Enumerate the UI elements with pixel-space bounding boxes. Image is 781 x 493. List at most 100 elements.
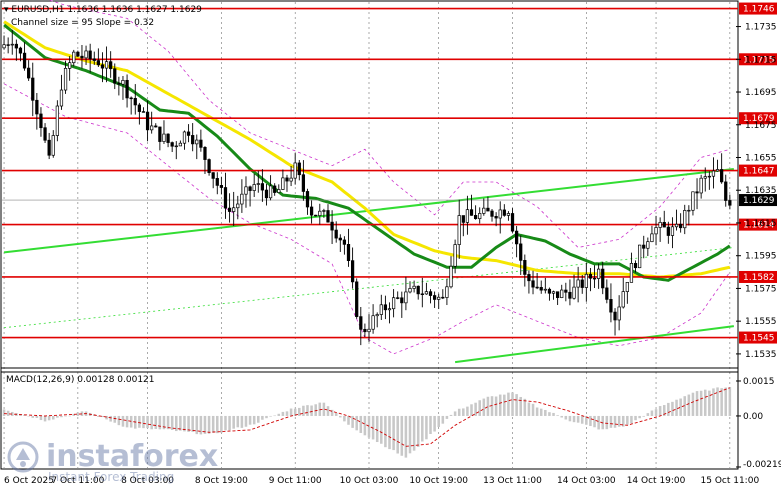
candle-body-down bbox=[305, 191, 310, 208]
macd-histogram-bar bbox=[630, 415, 633, 424]
macd-histogram-bar bbox=[572, 415, 576, 423]
candle-body-up bbox=[699, 177, 703, 194]
macd-histogram-bar bbox=[658, 406, 662, 416]
candle-body-down bbox=[301, 174, 306, 192]
candle-body-up bbox=[424, 291, 429, 295]
candle-body-down bbox=[642, 244, 646, 249]
candle-body-up bbox=[322, 210, 326, 212]
macd-histogram-bar bbox=[125, 415, 129, 428]
macd-histogram-bar bbox=[585, 415, 588, 425]
candle bbox=[191, 123, 195, 152]
candle-body-up bbox=[232, 207, 236, 212]
macd-histogram-bar bbox=[519, 396, 522, 416]
candle bbox=[232, 191, 236, 227]
candle-body-up bbox=[72, 51, 76, 64]
macd-histogram-bar bbox=[404, 415, 408, 458]
candle bbox=[256, 170, 260, 193]
candle bbox=[174, 141, 178, 160]
candle-body-up bbox=[638, 244, 642, 269]
candle-body-down bbox=[14, 43, 18, 49]
candle-body-up bbox=[478, 213, 482, 220]
candle bbox=[63, 60, 68, 94]
candle-body-down bbox=[633, 263, 638, 269]
candle bbox=[609, 283, 613, 323]
candle-body-down bbox=[158, 126, 162, 142]
price-tick-label: 1.1575 bbox=[745, 284, 777, 294]
candle bbox=[498, 201, 502, 234]
candle bbox=[338, 234, 342, 252]
macd-histogram-bar bbox=[175, 415, 178, 432]
macd-histogram-bar bbox=[306, 405, 309, 416]
macd-histogram-bar bbox=[47, 415, 51, 421]
macd-histogram-bar bbox=[314, 404, 317, 416]
macd-histogram-bar bbox=[220, 415, 223, 433]
macd-histogram-bar bbox=[113, 415, 117, 423]
candle bbox=[31, 62, 35, 117]
candle-body-up bbox=[629, 263, 634, 283]
candle-body-down bbox=[416, 285, 420, 295]
macd-histogram-bar bbox=[76, 412, 80, 416]
time-tick-label: 10 Oct 03:00 bbox=[340, 476, 399, 486]
candle-body-down bbox=[133, 97, 137, 106]
candle bbox=[588, 267, 593, 292]
candle-body-down bbox=[502, 209, 506, 216]
macd-histogram-bar bbox=[146, 415, 149, 429]
candle-body-up bbox=[584, 273, 588, 288]
candle-body-down bbox=[564, 289, 568, 293]
macd-histogram-bar bbox=[347, 415, 350, 425]
candle bbox=[154, 123, 158, 128]
macd-histogram-bar bbox=[2, 409, 6, 416]
macd-histogram-bar bbox=[203, 415, 207, 434]
macd-histogram-bar bbox=[27, 415, 30, 417]
candle-body-down bbox=[556, 291, 560, 298]
candle-body-down bbox=[113, 68, 117, 84]
macd-histogram-bar bbox=[478, 400, 481, 416]
level-label-box bbox=[739, 331, 777, 344]
macd-histogram-bar bbox=[330, 409, 334, 416]
candle-body-down bbox=[145, 111, 150, 131]
candle-body-down bbox=[383, 304, 388, 311]
candle-body-up bbox=[449, 265, 453, 288]
macd-histogram-bar bbox=[552, 412, 555, 416]
macd-histogram-bar bbox=[289, 408, 293, 416]
candle-body-down bbox=[211, 172, 215, 179]
candle bbox=[441, 289, 445, 300]
candle-body-up bbox=[182, 131, 187, 144]
candle bbox=[605, 279, 609, 304]
level-label: 1.1647 bbox=[743, 167, 775, 177]
price-tick-label: 1.1655 bbox=[745, 153, 777, 163]
candle-body-up bbox=[391, 297, 396, 310]
candle-body-up bbox=[268, 185, 273, 199]
candle-body-up bbox=[387, 308, 392, 311]
macd-histogram-bar bbox=[51, 415, 55, 420]
macd-histogram-bar bbox=[105, 415, 108, 420]
candle-body-down bbox=[396, 297, 400, 299]
candle bbox=[670, 217, 675, 249]
candle bbox=[363, 323, 367, 337]
time-tick-label: 14 Oct 19:00 bbox=[627, 476, 686, 486]
candlestick-series bbox=[2, 29, 732, 346]
candle-body-up bbox=[560, 289, 564, 298]
candle-body-down bbox=[461, 215, 465, 223]
candle-body-up bbox=[121, 79, 125, 85]
ma-green-line bbox=[3, 23, 731, 282]
channel-lower-line bbox=[454, 325, 734, 364]
macd-histogram-bar bbox=[589, 415, 592, 427]
macd-histogram-bar bbox=[494, 396, 498, 416]
candle-body-down bbox=[141, 111, 146, 113]
macd-histogram-bar bbox=[68, 415, 71, 417]
level-label: 1.1715 bbox=[743, 55, 775, 65]
candle bbox=[539, 280, 543, 294]
macd-histogram-bar bbox=[252, 415, 256, 425]
candle bbox=[109, 51, 113, 78]
candle-body-down bbox=[27, 67, 31, 79]
candle bbox=[597, 263, 601, 289]
candle-body-up bbox=[293, 162, 297, 179]
time-tick-label: 6 Oct 2025 bbox=[4, 476, 54, 486]
level-label-box bbox=[739, 218, 777, 231]
macd-histogram-bar bbox=[716, 387, 719, 416]
macd-histogram-bar bbox=[408, 415, 412, 454]
candle-body-down bbox=[223, 187, 228, 209]
price-tick-label: 1.1535 bbox=[745, 350, 777, 360]
